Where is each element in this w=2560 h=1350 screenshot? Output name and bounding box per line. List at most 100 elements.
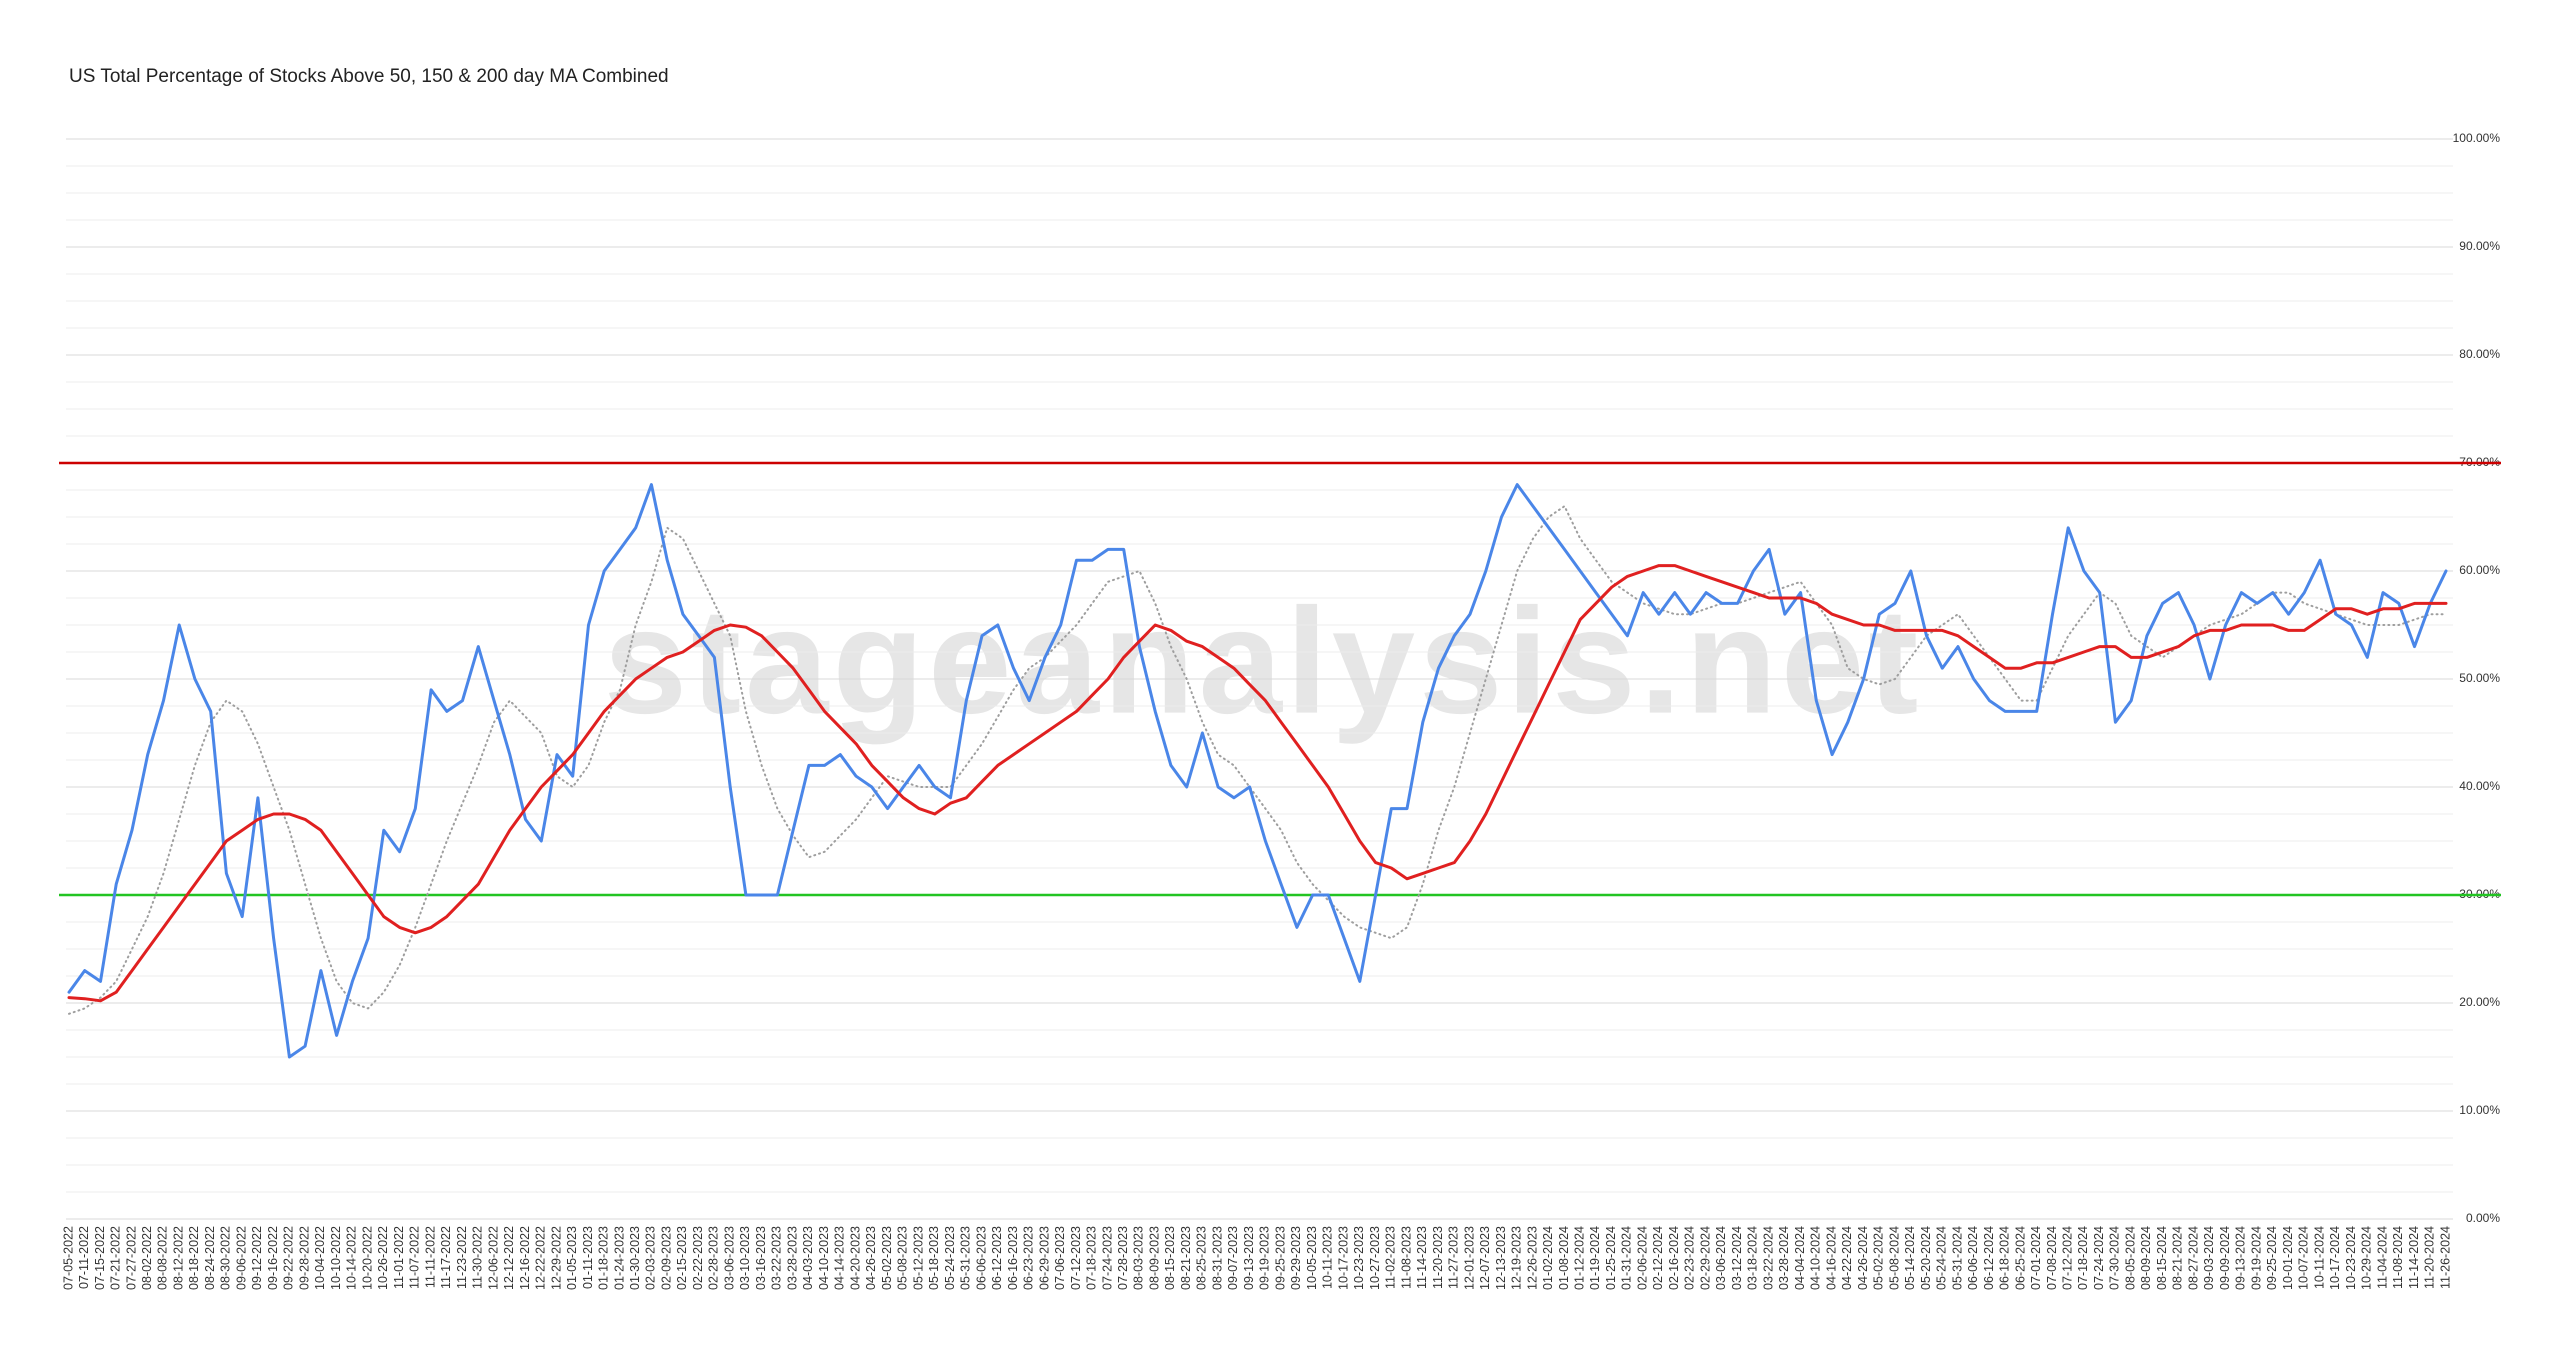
x-tick-label: 05-18-2023 [927,1226,941,1290]
x-tick-label: 08-30-2022 [219,1226,233,1290]
x-tick-label: 12-16-2022 [518,1226,532,1290]
x-tick-label: 06-06-2023 [974,1226,988,1290]
x-tick-label: 10-27-2023 [1368,1226,1382,1290]
x-tick-label: 10-20-2022 [360,1226,374,1290]
series-line [68,505,2447,1015]
x-tick-label: 06-12-2024 [1982,1226,1996,1290]
x-tick-label: 07-27-2022 [124,1226,138,1290]
x-tick-label: 10-29-2024 [2360,1226,2374,1290]
x-tick-label: 02-12-2024 [1651,1226,1665,1290]
x-tick-label: 03-12-2024 [1730,1226,1744,1290]
y-tick-label: 80.00% [2459,347,2500,361]
x-tick-label: 08-25-2023 [1195,1226,1209,1290]
x-tick-label: 07-24-2024 [2092,1226,2106,1290]
x-tick-label: 10-10-2022 [329,1226,343,1290]
x-tick-label: 07-24-2023 [1100,1226,1114,1290]
y-tick-label: 60.00% [2459,563,2500,577]
x-tick-label: 11-14-2023 [1415,1226,1429,1289]
x-tick-label: 10-04-2022 [313,1226,327,1290]
y-tick-label: 90.00% [2459,239,2500,253]
x-tick-label: 09-25-2023 [1273,1226,1287,1290]
x-tick-label: 08-21-2023 [1179,1226,1193,1290]
x-tick-label: 11-01-2022 [392,1226,406,1289]
x-tick-label: 06-25-2024 [2013,1226,2027,1290]
x-tick-label: 12-13-2023 [1494,1226,1508,1290]
x-tick-label: 09-07-2023 [1226,1226,1240,1290]
x-tick-label: 11-02-2023 [1384,1226,1398,1289]
x-tick-label: 03-18-2024 [1746,1226,1760,1290]
x-tick-label: 10-14-2022 [345,1226,359,1290]
y-tick-label: 100.00% [2453,131,2501,145]
x-tick-label: 01-02-2024 [1541,1226,1555,1290]
x-tick-label: 01-05-2023 [565,1226,579,1290]
x-tick-label: 04-10-2024 [1809,1226,1823,1290]
x-tick-label: 07-18-2023 [1085,1226,1099,1290]
x-tick-label: 07-01-2024 [2029,1226,2043,1290]
watermark: stageanalysis.net [604,577,1923,745]
x-tick-label: 08-15-2024 [2155,1226,2169,1290]
x-tick-label: 11-17-2022 [439,1226,453,1289]
x-tick-label: 07-15-2022 [93,1226,107,1290]
x-tick-label: 07-06-2023 [1053,1226,1067,1290]
x-tick-label: 02-23-2024 [1683,1226,1697,1290]
x-tick-label: 10-23-2023 [1352,1226,1366,1290]
x-tick-label: 10-11-2024 [2312,1226,2326,1289]
x-tick-label: 09-16-2022 [266,1226,280,1290]
x-tick-label: 10-17-2024 [2328,1226,2342,1290]
x-tick-label: 12-12-2022 [502,1226,516,1290]
x-tick-label: 08-05-2024 [2123,1226,2137,1290]
x-tick-label: 05-02-2023 [880,1226,894,1290]
x-tick-label: 04-16-2024 [1824,1226,1838,1290]
x-tick-label: 01-18-2023 [597,1226,611,1290]
x-tick-label: 05-24-2023 [943,1226,957,1290]
x-tick-label: 08-27-2024 [2186,1226,2200,1290]
x-tick-label: 11-23-2022 [455,1226,469,1289]
series-line [67,564,2448,1003]
x-tick-label: 09-19-2023 [1258,1226,1272,1290]
x-tick-label: 08-24-2022 [203,1226,217,1290]
x-tick-label: 05-31-2024 [1950,1226,1964,1290]
x-tick-label: 03-22-2024 [1761,1226,1775,1290]
x-tick-label: 02-16-2024 [1667,1226,1681,1290]
x-tick-label: 01-30-2023 [628,1226,642,1290]
x-tick-label: 08-09-2024 [2139,1226,2153,1290]
x-tick-label: 12-07-2023 [1478,1226,1492,1290]
x-tick-label: 02-22-2023 [691,1226,705,1290]
x-tick-label: 03-28-2024 [1777,1226,1791,1290]
x-tick-label: 05-20-2024 [1919,1226,1933,1290]
x-tick-label: 03-22-2023 [770,1226,784,1290]
x-tick-label: 02-15-2023 [675,1226,689,1290]
x-tick-label: 08-09-2023 [1147,1226,1161,1290]
x-tick-label: 12-29-2022 [549,1226,563,1290]
x-tick-label: 04-10-2023 [817,1226,831,1290]
x-tick-label: 09-28-2022 [297,1226,311,1290]
x-tick-label: 07-05-2022 [61,1226,75,1290]
x-tick-label: 05-31-2023 [959,1226,973,1290]
y-tick-label: 0.00% [2466,1211,2500,1225]
x-tick-label: 10-11-2023 [1321,1226,1335,1289]
x-tick-label: 10-07-2024 [2297,1226,2311,1290]
x-tick-label: 12-26-2023 [1525,1226,1539,1290]
y-tick-label: 20.00% [2459,995,2500,1009]
x-tick-label: 11-14-2024 [2407,1226,2421,1289]
x-tick-label: 12-01-2023 [1462,1226,1476,1290]
x-tick-label: 03-06-2023 [722,1226,736,1290]
x-tick-label: 11-26-2024 [2438,1226,2452,1289]
x-tick-label: 11-20-2024 [2423,1226,2437,1289]
x-tick-label: 04-03-2023 [801,1226,815,1290]
x-tick-label: 03-28-2023 [785,1226,799,1290]
x-tick-label: 08-02-2022 [140,1226,154,1290]
x-tick-label: 09-12-2022 [250,1226,264,1290]
x-tick-label: 01-12-2024 [1573,1226,1587,1290]
x-tick-label: 09-06-2022 [234,1226,248,1290]
x-tick-label: 09-22-2022 [282,1226,296,1290]
x-tick-label: 07-12-2024 [2060,1226,2074,1290]
x-tick-label: 03-06-2024 [1714,1226,1728,1290]
x-tick-label: 05-02-2024 [1872,1226,1886,1290]
x-tick-label: 04-14-2023 [833,1226,847,1290]
x-tick-label: 05-08-2024 [1887,1226,1901,1290]
x-tick-label: 01-24-2023 [612,1226,626,1290]
x-tick-label: 12-19-2023 [1510,1226,1524,1290]
